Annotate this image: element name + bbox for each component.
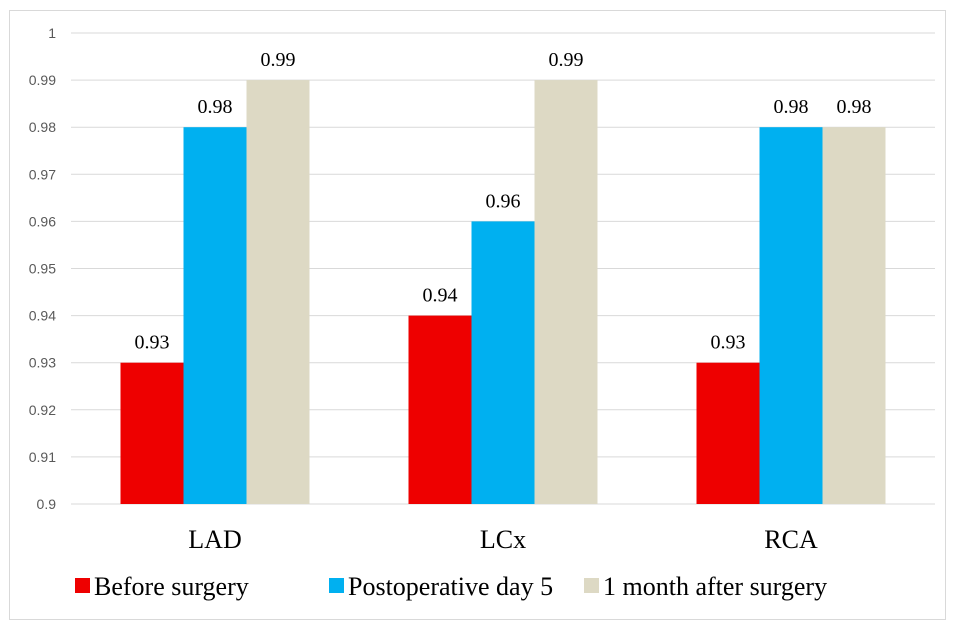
data-label: 0.94	[423, 285, 458, 307]
legend-swatch	[584, 578, 599, 593]
y-tick-label: 0.91	[29, 449, 56, 465]
bars	[120, 80, 886, 504]
data-label: 0.98	[774, 96, 809, 118]
x-axis: LAD LCx RCA	[188, 525, 818, 554]
legend-label: Before surgery	[94, 572, 249, 601]
y-tick-label: 0.97	[29, 166, 56, 182]
y-tick-label: 0.99	[29, 72, 56, 88]
legend-item: 1 month after surgery	[584, 572, 827, 601]
data-label: 0.98	[837, 96, 872, 118]
bar-rca-2	[822, 127, 886, 504]
y-tick-label: 0.9	[37, 496, 57, 512]
bar-lcx-1	[471, 221, 535, 504]
bar-lcx-2	[534, 80, 598, 504]
legend-swatch	[329, 578, 344, 593]
data-label: 0.96	[486, 190, 521, 212]
legend: Before surgery Postoperative day 5 1 month…	[75, 572, 827, 601]
legend-item: Before surgery	[75, 572, 249, 601]
bar-lcx-0	[408, 315, 472, 504]
bar-lad-2	[246, 80, 310, 504]
legend-label: 1 month after surgery	[603, 572, 827, 601]
bar-rca-1	[759, 127, 823, 504]
legend-label: Postoperative day 5	[348, 572, 553, 601]
data-label: 0.99	[549, 49, 584, 71]
x-category-label: RCA	[764, 525, 818, 554]
y-tick-label: 0.98	[29, 119, 56, 135]
y-tick-label: 1	[48, 25, 56, 41]
bar-rca-0	[696, 362, 760, 504]
data-label: 0.98	[198, 96, 233, 118]
x-category-label: LAD	[188, 525, 241, 554]
y-tick-label: 0.93	[29, 355, 56, 371]
y-axis: 0.9 0.91 0.92 0.93 0.94 0.95 0.96 0.97 0.98 0.99 1	[29, 25, 56, 512]
data-label: 0.93	[711, 332, 746, 354]
data-labels: 0.93 0.98 0.99 0.94 0.96 0.99 0.93 0.98 0.98	[135, 49, 872, 354]
data-label: 0.99	[261, 49, 296, 71]
y-tick-label: 0.95	[29, 261, 56, 277]
bar-lad-0	[120, 362, 184, 504]
y-tick-label: 0.94	[29, 308, 56, 324]
bar-lad-1	[183, 127, 247, 504]
y-tick-label: 0.96	[29, 213, 56, 229]
y-tick-label: 0.92	[29, 402, 56, 418]
data-label: 0.93	[135, 332, 170, 354]
x-category-label: LCx	[480, 525, 526, 554]
legend-item: Postoperative day 5	[329, 572, 553, 601]
legend-swatch	[75, 578, 90, 593]
